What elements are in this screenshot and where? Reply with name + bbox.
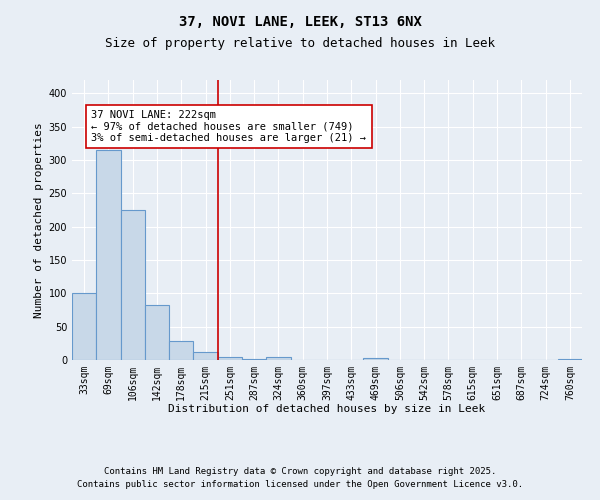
Bar — [242, 358, 266, 360]
Text: 37 NOVI LANE: 222sqm
← 97% of detached houses are smaller (749)
3% of semi-detac: 37 NOVI LANE: 222sqm ← 97% of detached h… — [91, 110, 367, 143]
X-axis label: Distribution of detached houses by size in Leek: Distribution of detached houses by size … — [169, 404, 485, 414]
Bar — [193, 352, 218, 360]
Bar — [169, 342, 193, 360]
Bar — [145, 306, 169, 360]
Bar — [364, 358, 388, 360]
Bar — [96, 150, 121, 360]
Text: 37, NOVI LANE, LEEK, ST13 6NX: 37, NOVI LANE, LEEK, ST13 6NX — [179, 15, 421, 29]
Y-axis label: Number of detached properties: Number of detached properties — [34, 122, 44, 318]
Text: Contains public sector information licensed under the Open Government Licence v3: Contains public sector information licen… — [77, 480, 523, 489]
Text: Contains HM Land Registry data © Crown copyright and database right 2025.: Contains HM Land Registry data © Crown c… — [104, 467, 496, 476]
Bar — [121, 210, 145, 360]
Bar — [558, 358, 582, 360]
Bar — [218, 356, 242, 360]
Bar — [266, 356, 290, 360]
Bar — [72, 294, 96, 360]
Text: Size of property relative to detached houses in Leek: Size of property relative to detached ho… — [105, 38, 495, 51]
